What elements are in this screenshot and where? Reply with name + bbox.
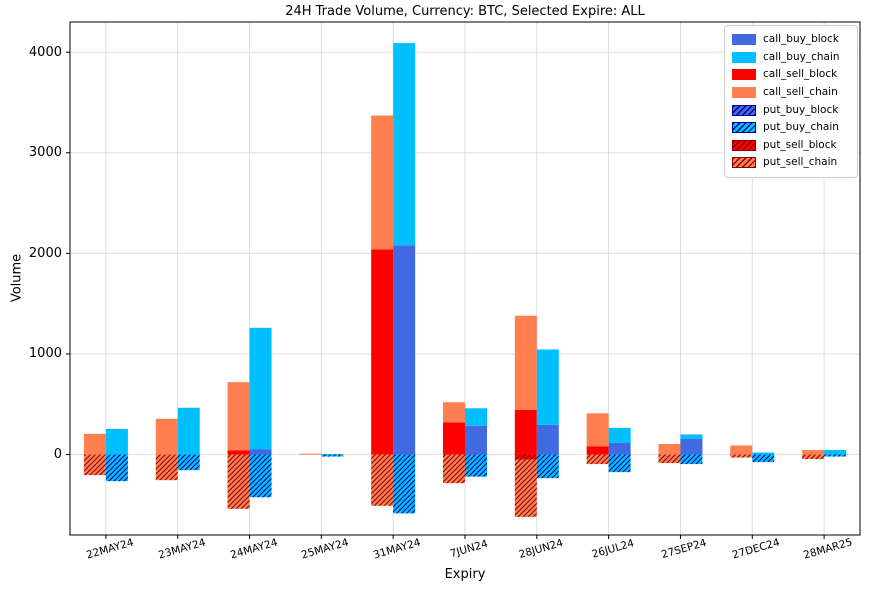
- bar-segment-put_buy_chain: [465, 454, 487, 477]
- bar-segment-put_sell_block: [514, 454, 537, 460]
- bar-segment-call_buy_chain: [321, 454, 344, 455]
- bar-segment-call_sell_chain: [443, 402, 465, 423]
- bar-segment-call_sell_chain: [299, 453, 322, 455]
- bar-segment-put_sell_chain: [802, 454, 825, 460]
- bar-segment-call_sell_chain: [586, 413, 609, 447]
- bar-segment-call_buy_chain: [608, 427, 631, 443]
- bar-segment-call_buy_chain: [752, 452, 775, 455]
- chart-title: 24H Trade Volume, Currency: BTC, Selecte…: [285, 4, 645, 19]
- bar-segment-put_sell_chain: [371, 454, 394, 506]
- legend-item: call_sell_chain: [732, 84, 850, 102]
- bar-segment-put_buy_chain: [536, 454, 559, 479]
- legend-swatch-put_buy_block: [732, 104, 756, 116]
- bar-segment-put_buy_chain: [752, 454, 775, 463]
- y-tick-label: 1000: [28, 346, 62, 362]
- bar-segment-put_sell_chain: [730, 454, 753, 458]
- bar-segment-call_sell_block: [443, 422, 465, 455]
- bar-segment-call_sell_block: [586, 446, 609, 455]
- bar-segment-call_sell_chain: [371, 115, 394, 250]
- bar-segment-call_buy_chain: [536, 349, 559, 425]
- y-tick-label: 3000: [28, 145, 62, 161]
- bar-segment-call_buy_chain: [824, 450, 847, 455]
- bar-segment-put_sell_chain: [586, 454, 609, 465]
- legend: call_buy_block call_buy_chain call_sell_bl…: [724, 25, 858, 178]
- legend-swatch-call_sell_chain: [732, 87, 756, 99]
- bar-segment-put_buy_chain: [608, 454, 631, 473]
- legend-swatch-call_sell_block: [732, 69, 756, 81]
- legend-swatch-call_buy_chain: [732, 51, 756, 63]
- legend-label: put_buy_block: [763, 103, 839, 116]
- bar-segment-call_buy_chain: [177, 407, 200, 455]
- legend-item: put_buy_chain: [732, 119, 850, 137]
- bar-segment-put_sell_chain: [83, 454, 106, 476]
- legend-label: call_sell_chain: [763, 86, 838, 99]
- y-tick-label: 4000: [28, 44, 62, 60]
- legend-item: call_buy_block: [732, 31, 850, 49]
- legend-swatch-put_buy_chain: [732, 122, 756, 134]
- x-axis-label: Expiry: [444, 567, 486, 582]
- bar-segment-call_buy_chain: [393, 43, 416, 246]
- y-tick-label: 2000: [28, 245, 62, 261]
- bar-segment-put_buy_chain: [393, 454, 416, 514]
- y-tick-label: 0: [53, 447, 62, 463]
- bar-segment-call_sell_chain: [514, 315, 537, 410]
- legend-item: call_buy_chain: [732, 49, 850, 67]
- bar-segment-put_buy_chain: [321, 454, 344, 457]
- bar-segment-call_sell_chain: [658, 443, 681, 455]
- bar-segment-call_buy_chain: [105, 428, 128, 455]
- legend-label: put_buy_chain: [763, 121, 839, 134]
- bar-segment-call_buy_block: [608, 442, 631, 455]
- bar-segment-put_buy_chain: [105, 454, 128, 482]
- bar-segment-put_buy_chain: [177, 454, 200, 471]
- bar-segment-put_buy_chain: [824, 454, 847, 457]
- legend-swatch-put_sell_block: [732, 139, 756, 151]
- bar-segment-call_buy_block: [465, 425, 487, 455]
- bar-segment-call_sell_chain: [802, 450, 825, 455]
- bar-segment-put_sell_chain: [227, 454, 250, 509]
- y-axis-label: Volume: [9, 253, 25, 303]
- bar-segment-call_buy_block: [249, 449, 272, 455]
- legend-label: put_sell_chain: [763, 156, 838, 169]
- bar-segment-call_buy_chain: [249, 327, 272, 450]
- bar-segment-call_buy_chain: [680, 434, 703, 439]
- bar-segment-call_sell_chain: [155, 418, 178, 455]
- bar-segment-put_buy_chain: [249, 454, 272, 498]
- legend-item: put_sell_chain: [732, 154, 850, 172]
- bar-segment-put_sell_chain: [443, 454, 465, 484]
- bar-segment-call_sell_block: [371, 249, 394, 455]
- legend-item: call_sell_block: [732, 66, 850, 84]
- bar-segment-call_buy_block: [680, 438, 703, 455]
- bar-segment-call_sell_block: [514, 409, 537, 455]
- bar-segment-put_buy_chain: [680, 454, 703, 465]
- bar-segment-call_buy_block: [536, 424, 559, 455]
- legend-label: call_buy_chain: [763, 50, 840, 63]
- legend-label: put_sell_block: [763, 138, 837, 151]
- bar-segment-put_sell_chain: [658, 454, 681, 464]
- legend-label: call_sell_block: [763, 68, 838, 81]
- legend-item: put_buy_block: [732, 101, 850, 119]
- bar-segment-call_buy_chain: [465, 408, 487, 426]
- bar-segment-call_sell_chain: [83, 433, 106, 455]
- bar-segment-call_sell_chain: [227, 382, 250, 451]
- bar-segment-put_sell_chain: [155, 454, 178, 481]
- legend-label: call_buy_block: [763, 33, 839, 46]
- bar-segment-call_buy_block: [393, 245, 416, 455]
- bar-segment-call_sell_block: [227, 450, 250, 455]
- legend-swatch-call_buy_block: [732, 34, 756, 46]
- legend-swatch-put_sell_chain: [732, 157, 756, 169]
- legend-item: put_sell_block: [732, 137, 850, 155]
- bar-segment-call_sell_chain: [730, 445, 753, 455]
- bar-segment-put_sell_chain: [514, 459, 537, 517]
